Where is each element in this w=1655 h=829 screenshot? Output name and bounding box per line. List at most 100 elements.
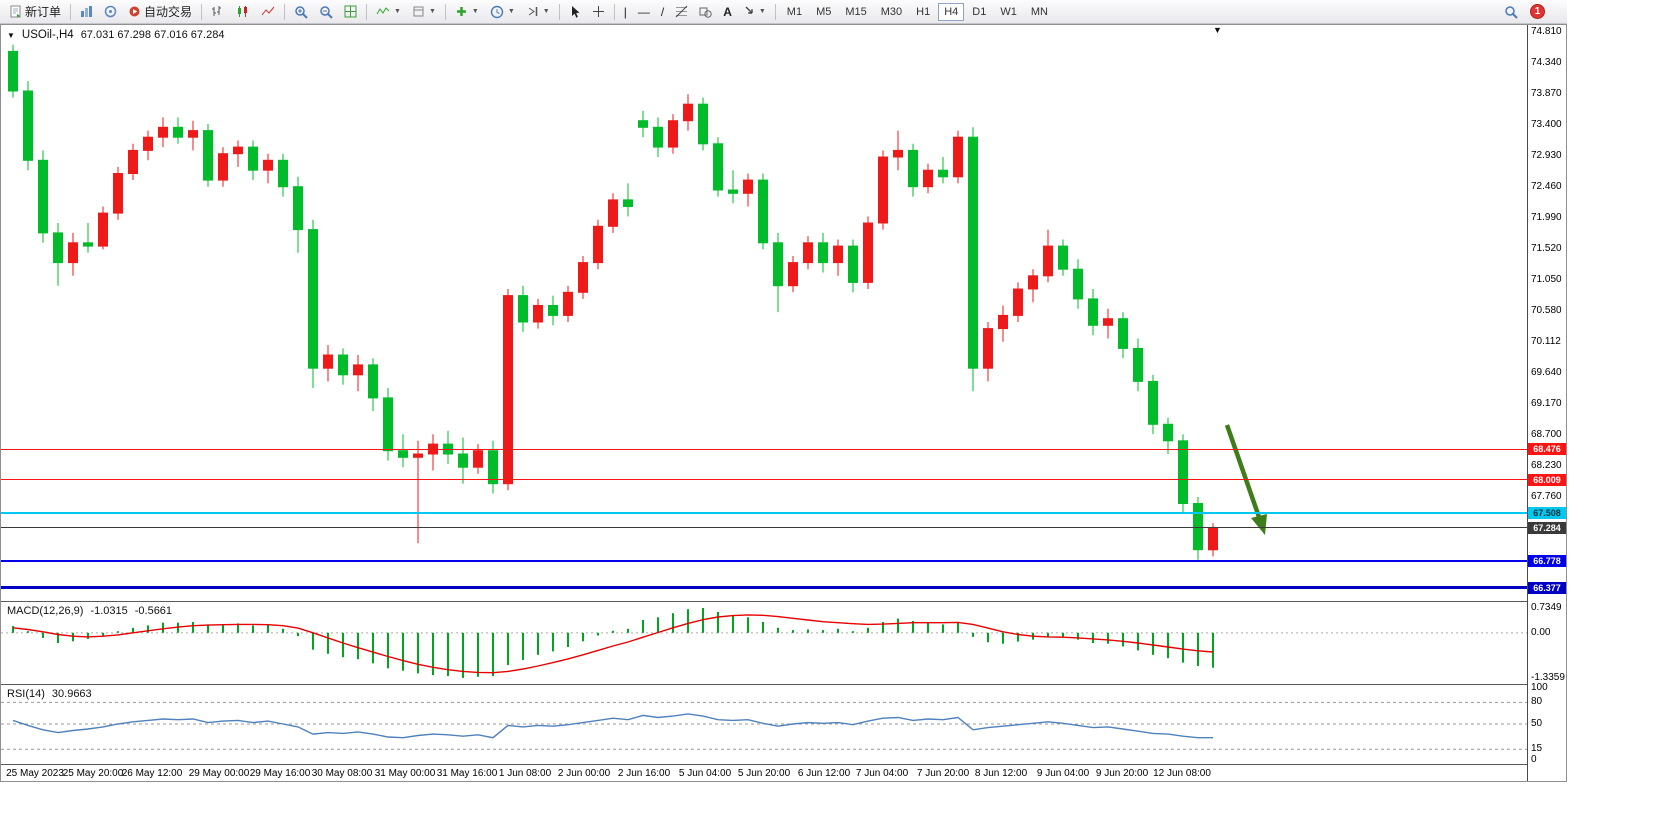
trendline-tool[interactable]: / [656,2,669,22]
horizontal-line-tool[interactable]: — [633,2,655,22]
macd-axis-label: -1.3359 [1531,672,1565,683]
timeframe-m1[interactable]: M1 [786,5,803,18]
price-axis[interactable]: 68.476 68.009 67.508 67.284 66.778 66.377 74.8… [1527,25,1566,781]
timeframe-w1[interactable]: W1 [1000,5,1017,18]
chart-shift-button[interactable]: ▼ [521,2,555,22]
objects-list-icon [413,6,424,17]
price-axis-label: 73.400 [1531,119,1562,130]
one-click-trading-arrow[interactable]: ▼ [7,30,15,40]
vertical-line-icon: | [623,4,627,19]
search-button[interactable] [1499,2,1523,22]
time-axis-label: 25 May 20:00 [62,768,124,779]
timeframe-m15[interactable]: M15 [845,5,867,18]
time-axis-label: 30 May 08:00 [311,768,373,779]
new-order-button[interactable]: 新订单 [4,2,66,22]
bar-chart-button[interactable] [206,2,230,22]
hline-68.476[interactable] [1,448,1528,450]
time-axis-label: 29 May 00:00 [188,768,250,779]
macd-pane[interactable]: MACD(12,26,9) -1.0315 -0.5661 [1,601,1566,684]
mt4-terminal-window: 新订单 自动交易 [0,0,1567,782]
clock-icon [490,5,504,18]
cursor-tool-button[interactable] [564,2,586,22]
chevron-down-icon: ▼ [471,8,479,15]
arrow-tool-icon [745,6,753,14]
hline-67.284[interactable] [1,527,1528,529]
time-axis-label: 6 Jun 12:00 [797,768,851,779]
toolbar-separator [366,3,368,20]
zoom-in-button[interactable] [289,2,313,22]
time-axis-label: 29 May 16:00 [249,768,311,779]
shapes-tool[interactable] [694,2,717,22]
time-axis-label: 26 May 12:00 [121,768,183,779]
price-axis-label: 72.930 [1531,150,1562,161]
price-tag-68.476: 68.476 [1528,443,1566,455]
rsi-pane[interactable]: RSI(14) 30.9663 [1,684,1566,764]
cursor-icon [571,5,580,18]
time-axis-label: 5 Jun 04:00 [678,768,732,779]
shapes-icon [699,7,712,18]
auto-trading-icon [129,6,140,17]
objects-list-button[interactable]: ▼ [407,2,441,22]
chart-symbol-period: USOil-,H4 [21,29,74,41]
chevron-down-icon: ▼ [507,8,515,15]
rsi-axis-label: 80 [1531,696,1543,708]
indicators-button[interactable]: ▼ [371,2,406,22]
line-chart-button[interactable] [256,2,280,22]
timeframe-m5[interactable]: M5 [816,5,832,18]
toolbar-separator [774,3,776,20]
macd-axis-label: 0.00 [1531,626,1551,638]
down-arrow-annotation[interactable] [1224,424,1267,535]
navigator-button[interactable] [99,2,122,22]
zoom-out-button[interactable] [314,2,338,22]
time-axis-label: 9 Jun 20:00 [1095,768,1149,779]
time-axis-label: 7 Jun 04:00 [855,768,909,779]
toolbar-separator [558,3,560,20]
auto-trading-button[interactable]: 自动交易 [123,2,197,22]
market-watch-button[interactable] [75,2,98,22]
timeframe-mn[interactable]: MN [1030,5,1048,18]
timeframe-m30[interactable]: M30 [880,5,903,18]
vertical-line-tool[interactable]: | [619,2,632,22]
price-axis-label: 73.870 [1531,88,1562,99]
rsi-axis-label: 100 [1531,682,1548,693]
timeframe-d1[interactable]: D1 [972,5,987,18]
timeframe-h4[interactable]: H4 [938,2,965,21]
fibonacci-tool[interactable] [670,2,693,22]
period-button[interactable]: ▼ [485,2,520,22]
crosshair-tool-button[interactable] [587,2,610,22]
indicators-icon [376,7,390,15]
tile-windows-button[interactable] [339,2,362,22]
time-axis[interactable]: 25 May 2023 25 May 20:00 26 May 12:00 29 Ma… [1,764,1566,781]
hline-66.377[interactable] [1,586,1528,590]
toolbar-separator [201,3,203,20]
chart-shift-icon [528,7,538,16]
price-axis-label: 68.700 [1531,429,1562,441]
price-tag-67.508: 67.508 [1528,506,1566,519]
toolbar-separator [284,3,286,20]
macd-plot [1,608,1528,678]
arrows-tool[interactable]: ▼ [738,2,771,22]
fibonacci-icon [675,5,688,18]
chart-shift-marker[interactable]: ▼ [1213,25,1222,35]
chart-ohlc-values: 67.031 67.298 67.016 67.284 [80,29,225,41]
hline-67.508[interactable] [1,511,1528,514]
time-axis-label: 9 Jun 04:00 [1036,768,1090,779]
candlestick-chart-button[interactable] [231,2,255,22]
timeframe-h1[interactable]: H1 [916,5,931,18]
hline-68.009[interactable] [1,479,1528,481]
market-watch-icon [81,6,93,17]
price-tag-66.377: 66.377 [1528,581,1566,594]
price-tag-67.284: 67.284 [1528,521,1566,534]
add-indicator-icon [456,7,466,16]
add-indicator-button[interactable]: ▼ [450,2,484,22]
notification-badge[interactable]: 1 [1530,4,1545,19]
text-tool[interactable]: A [718,2,737,22]
chevron-down-icon: ▼ [394,8,401,15]
chevron-down-icon: ▼ [428,8,436,15]
hline-66.778[interactable] [1,560,1528,563]
price-axis-label: 70.580 [1531,305,1562,317]
price-axis-label: 68.230 [1531,460,1562,472]
price-pane[interactable]: ▼ USOil-,H4 67.031 67.298 67.016 67.284 … [1,25,1566,601]
time-axis-label: 1 Jun 08:00 [498,768,552,779]
candlestick-chart-icon [238,6,248,17]
